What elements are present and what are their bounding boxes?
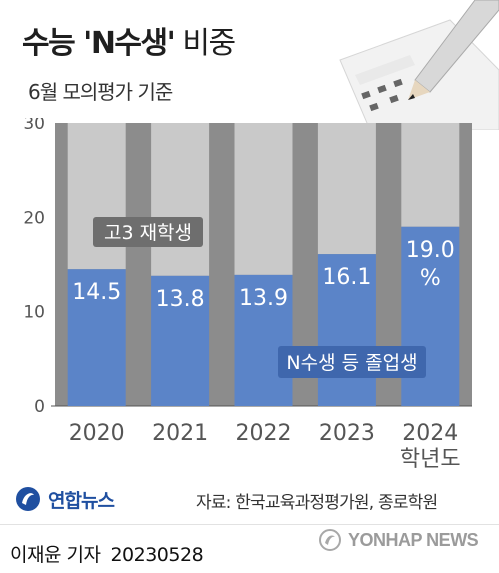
stacked-bar-chart: 0 10 20 30 14.5 2020 13.8 2021 13.9 2022 16.1 2023 1… <box>23 118 472 472</box>
x-tick-label: 2023 <box>319 421 375 446</box>
data-label: 19.0% <box>406 238 455 291</box>
bar-segment-students <box>151 123 210 276</box>
data-label: 13.8 <box>156 287 205 312</box>
title-main: 수능 'N수생' <box>22 26 176 61</box>
pencil-paper-illustration <box>339 0 499 130</box>
publish-date: 20230528 <box>110 544 204 566</box>
source-text: 자료: 한국교육과정평가원, 종로학원 <box>196 493 438 513</box>
reporter-name: 이재윤 기자 <box>10 544 101 566</box>
bar-segment-students <box>67 123 126 270</box>
x-tick-label: 2020 <box>69 421 125 446</box>
bar-segment-graduates <box>151 275 210 406</box>
y-tick-label: 0 <box>34 397 45 417</box>
logo-text: 연합뉴스 <box>48 489 115 512</box>
data-label: 14.5 <box>72 280 121 305</box>
bottom-bar <box>0 524 499 573</box>
bar-segment-graduates <box>67 269 126 406</box>
chart-title: 수능 'N수생' 비중 <box>22 18 236 62</box>
chart-subtitle: 6월 모의평가 기준 <box>28 80 173 104</box>
yonhap-watermark: YONHAP NEWS <box>318 528 479 552</box>
data-label: 16.1 <box>322 265 371 290</box>
bar-segment-students <box>401 123 460 227</box>
byline: 이재윤 기자 20230528 <box>10 540 204 567</box>
legend-label-graduates: N수생 등 졸업생 <box>286 352 417 374</box>
legend-box-students <box>93 217 203 247</box>
legend-label-students: 고3 재학생 <box>104 222 192 244</box>
x-tick-label: 2021 <box>152 421 208 446</box>
yonhap-watermark-icon <box>319 529 341 551</box>
y-tick-label: 20 <box>23 208 45 228</box>
legend-box-graduates <box>278 346 426 378</box>
title-suffix: 비중 <box>174 26 236 61</box>
y-tick-label: 10 <box>23 303 45 323</box>
x-tick-label: 2022 <box>236 421 292 446</box>
x-tick-label: 2024 학년도 <box>400 421 461 472</box>
watermark-text: YONHAP NEWS <box>348 529 479 550</box>
yonhap-logo: 연합뉴스 <box>14 485 115 513</box>
bar-segment-graduates <box>234 274 293 406</box>
bar-segment-students <box>317 123 376 255</box>
yonhap-logo-icon <box>16 487 40 511</box>
data-label: 13.9 <box>239 286 288 311</box>
y-tick-label: 30 <box>23 118 45 134</box>
bar-segment-students <box>234 123 293 275</box>
bar-segment-graduates <box>317 254 376 406</box>
